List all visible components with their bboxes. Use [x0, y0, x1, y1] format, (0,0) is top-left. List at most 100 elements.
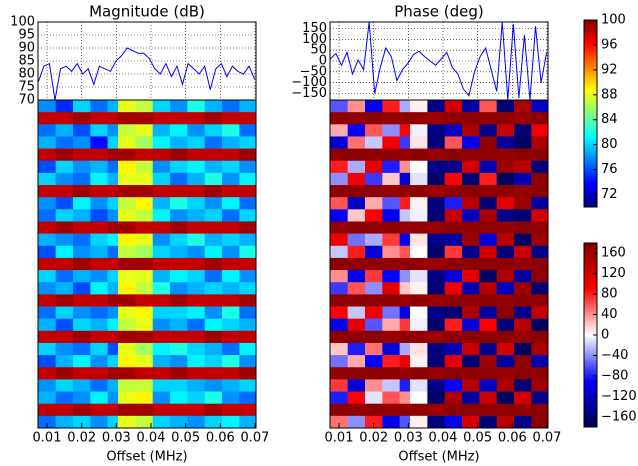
heatmap-cell: [152, 330, 171, 344]
heatmap-cell: [107, 233, 119, 247]
heatmap-cell: [55, 330, 74, 344]
heatmap-cell: [365, 221, 383, 234]
heatmap-cell: [347, 379, 366, 392]
heatmap-cell: [462, 294, 480, 307]
heatmap-cell: [204, 294, 223, 307]
colorbar-tick-label: 76: [601, 162, 618, 177]
heatmap-cell: [444, 221, 463, 234]
heatmap-cell: [444, 270, 463, 283]
heatmap-cell: [444, 257, 463, 271]
heatmap-cell: [73, 245, 91, 259]
heatmap-cell: [410, 124, 428, 137]
heatmap-cell: [531, 342, 549, 356]
heatmap-cell: [347, 148, 366, 162]
heatmap-cell: [90, 270, 108, 283]
heatmap-cell: [73, 318, 91, 332]
heatmap-cell: [382, 391, 400, 405]
y-tick-label: 80: [18, 67, 35, 82]
heatmap-cell: [410, 306, 428, 319]
heatmap-cell: [73, 136, 91, 149]
heatmap-cell: [55, 160, 74, 174]
heatmap-cell: [399, 100, 411, 113]
heatmap-cell: [135, 233, 154, 247]
x-tick-label: 0.05: [171, 431, 200, 446]
heatmap-cell: [239, 294, 257, 307]
heatmap-cell: [496, 355, 515, 368]
heatmap-cell: [107, 185, 119, 198]
heatmap-cell: [427, 294, 446, 307]
heatmap-cell: [382, 282, 400, 295]
heatmap-cell: [204, 148, 223, 162]
heatmap-cell: [135, 136, 154, 149]
heatmap-cell: [118, 172, 136, 186]
colorbar-tick-label: −160: [601, 409, 637, 424]
heatmap-cell: [187, 185, 206, 198]
heatmap-cell: [152, 306, 171, 319]
x-axis-label: Offset (MHz): [106, 450, 187, 465]
heatmap-cell: [239, 342, 257, 356]
heatmap-cell: [187, 148, 206, 162]
heatmap-cell: [170, 100, 188, 113]
heatmap-cell: [514, 355, 532, 368]
heatmap-cell: [365, 379, 383, 392]
heatmap-cell: [222, 270, 240, 283]
heatmap-cell: [170, 282, 188, 295]
heatmap-cell: [479, 367, 498, 380]
heatmap-cell: [107, 415, 119, 429]
heatmap-cell: [187, 415, 206, 429]
heatmap-cell: [410, 379, 428, 392]
heatmap-cell: [479, 403, 498, 417]
heatmap-cell: [90, 330, 108, 344]
heatmap-cell: [427, 100, 446, 113]
heatmap-cell: [330, 342, 348, 356]
heatmap-cell: [330, 136, 348, 149]
heatmap-cell: [73, 257, 91, 271]
heatmap-cell: [152, 282, 171, 295]
heatmap-cell: [496, 124, 515, 137]
heatmap-cell: [496, 112, 515, 125]
heatmap-cell: [73, 185, 91, 198]
heatmap-cell: [239, 221, 257, 234]
heatmap-cell: [55, 342, 74, 356]
heatmap-cell: [427, 124, 446, 137]
heatmap-cell: [55, 403, 74, 417]
heatmap-cell: [204, 367, 223, 380]
heatmap-cell: [239, 124, 257, 137]
heatmap-cell: [330, 257, 348, 271]
heatmap-cell: [347, 245, 366, 259]
x-tick-label: 0.02: [359, 431, 388, 446]
heatmap-cell: [531, 124, 549, 137]
heatmap-cell: [444, 330, 463, 344]
heatmap-cell: [462, 100, 480, 113]
heatmap-cell: [410, 185, 428, 198]
heatmap-cell: [365, 100, 383, 113]
heatmap-cell: [90, 294, 108, 307]
heatmap-cell: [531, 318, 549, 332]
heatmap-cell: [73, 209, 91, 222]
heatmap-cell: [107, 294, 119, 307]
heatmap-cell: [399, 330, 411, 344]
heatmap-cell: [135, 112, 154, 125]
heatmap-cell: [462, 379, 480, 392]
heatmap-cell: [118, 403, 136, 417]
heatmap-cell: [365, 391, 383, 405]
heatmap-cell: [496, 379, 515, 392]
heatmap-cell: [347, 318, 366, 332]
heatmap-cell: [479, 415, 498, 429]
heatmap-cell: [55, 318, 74, 332]
heatmap-cell: [239, 379, 257, 392]
heatmap-cell: [118, 245, 136, 259]
heatmap-cell: [204, 197, 223, 210]
heatmap-cell: [187, 282, 206, 295]
heatmap-cell: [204, 124, 223, 137]
colorbar-tick-label: 80: [601, 137, 618, 152]
heatmap-cell: [135, 245, 154, 259]
heatmap-cell: [187, 330, 206, 344]
heatmap-cell: [170, 318, 188, 332]
heatmap-cell: [170, 330, 188, 344]
heatmap-cell: [330, 245, 348, 259]
heatmap-cell: [399, 124, 411, 137]
heatmap-cell: [239, 257, 257, 271]
heatmap-cell: [531, 112, 549, 125]
